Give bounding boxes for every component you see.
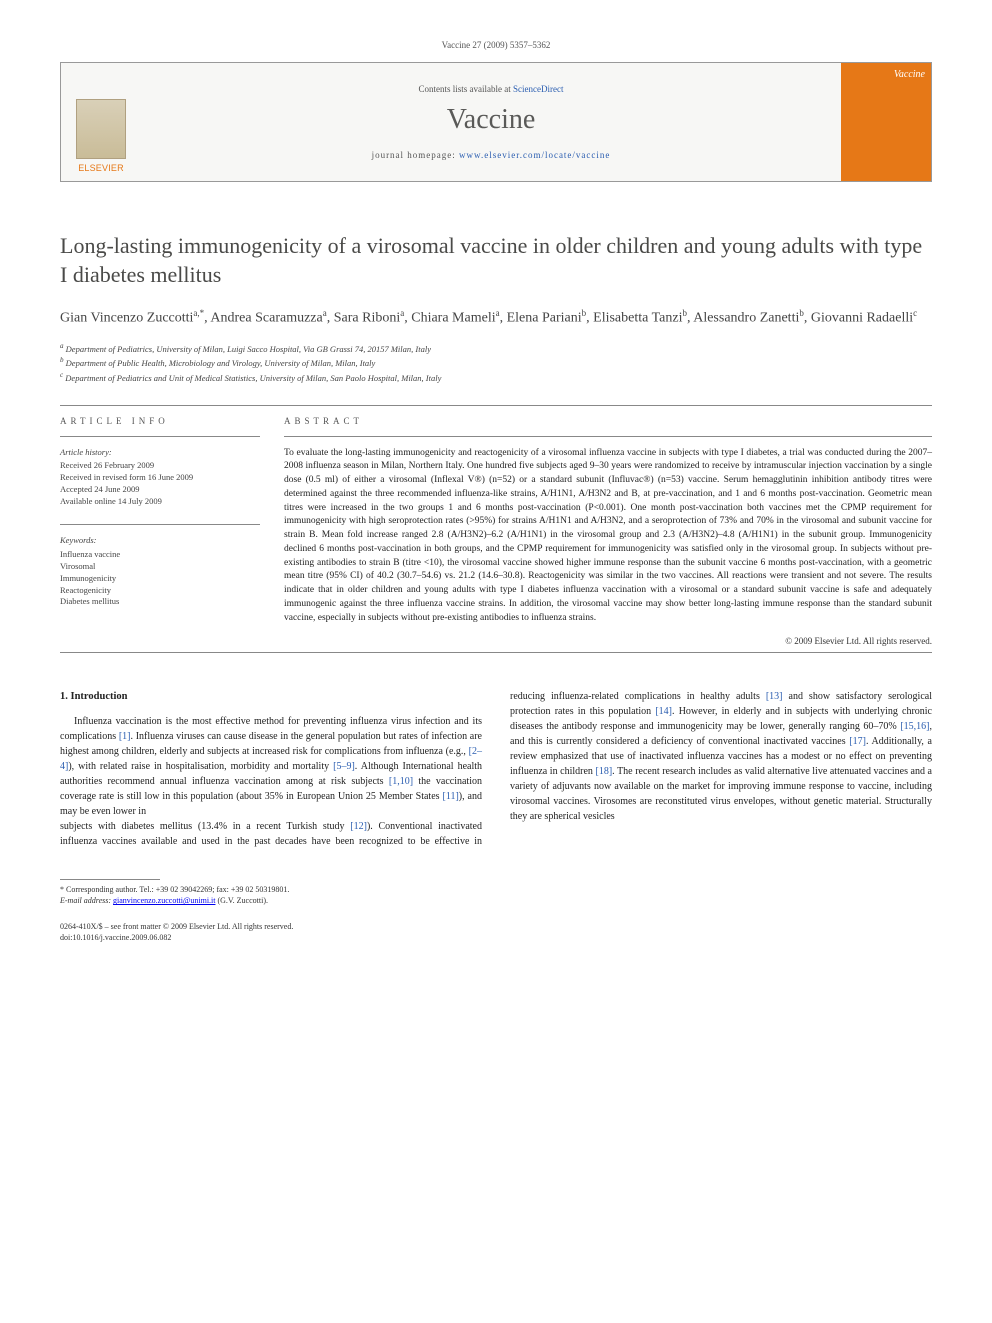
- elsevier-logo-icon: [76, 99, 126, 159]
- banner-center: Contents lists available at ScienceDirec…: [141, 63, 841, 181]
- keyword: Immunogenicity: [60, 573, 260, 585]
- email-link[interactable]: gianvincenzo.zuccotti@unimi.it: [113, 896, 215, 905]
- footnote-rule: [60, 879, 160, 880]
- doi-line: doi:10.1016/j.vaccine.2009.06.082: [60, 932, 932, 943]
- citation-link[interactable]: [14]: [655, 706, 672, 717]
- info-abstract-row: ARTICLE INFO Article history: Received 2…: [60, 416, 932, 646]
- abstract-copyright: © 2009 Elsevier Ltd. All rights reserved…: [284, 636, 932, 646]
- citation-link[interactable]: [11]: [442, 791, 458, 802]
- citation-link[interactable]: [1]: [119, 731, 131, 742]
- body-paragraph-1: Influenza vaccination is the most effect…: [60, 714, 482, 819]
- keyword: Diabetes mellitus: [60, 596, 260, 608]
- info-rule-2: [60, 524, 260, 525]
- history-line: Received 26 February 2009: [60, 460, 260, 472]
- citation-link[interactable]: [13]: [766, 691, 783, 702]
- citation-link[interactable]: [15,16]: [900, 721, 929, 732]
- rule-bottom: [60, 652, 932, 653]
- citation-header: Vaccine 27 (2009) 5357–5362: [60, 40, 932, 50]
- corresponding-author: * Corresponding author. Tel.: +39 02 390…: [60, 884, 470, 895]
- homepage-prefix: journal homepage:: [372, 150, 459, 160]
- abstract-text: To evaluate the long-lasting immunogenic…: [284, 447, 932, 626]
- article-title: Long-lasting immunogenicity of a virosom…: [60, 232, 932, 289]
- keywords-block: Keywords: Influenza vaccineVirosomalImmu…: [60, 535, 260, 608]
- sciencedirect-link[interactable]: ScienceDirect: [513, 84, 563, 94]
- section-heading-introduction: 1. Introduction: [60, 689, 482, 705]
- journal-name: Vaccine: [447, 104, 536, 136]
- affiliations: a Department of Pediatrics, University o…: [60, 341, 932, 385]
- info-rule-1: [60, 436, 260, 437]
- contents-prefix: Contents lists available at: [419, 84, 513, 94]
- footnotes: * Corresponding author. Tel.: +39 02 390…: [60, 879, 470, 906]
- issn-line: 0264-410X/$ – see front matter © 2009 El…: [60, 921, 932, 932]
- article-info-label: ARTICLE INFO: [60, 416, 260, 426]
- history-label: Article history:: [60, 447, 260, 459]
- citation-link[interactable]: [12]: [350, 821, 367, 832]
- abstract-column: ABSTRACT To evaluate the long-lasting im…: [284, 416, 932, 646]
- citation-link[interactable]: [2–4]: [60, 746, 482, 772]
- keyword: Virosomal: [60, 561, 260, 573]
- email-suffix: (G.V. Zuccotti).: [217, 896, 268, 905]
- author-list: Gian Vincenzo Zuccottia,*, Andrea Scaram…: [60, 307, 932, 329]
- citation-link[interactable]: [1,10]: [389, 776, 413, 787]
- abstract-rule: [284, 436, 932, 437]
- history-line: Received in revised form 16 June 2009: [60, 472, 260, 484]
- history-line: Accepted 24 June 2009: [60, 484, 260, 496]
- publisher-block: ELSEVIER: [61, 63, 141, 181]
- keyword: Influenza vaccine: [60, 549, 260, 561]
- journal-cover: Vaccine: [841, 63, 931, 181]
- body-two-column: 1. Introduction Influenza vaccination is…: [60, 689, 932, 850]
- citation-link[interactable]: [18]: [596, 766, 613, 777]
- rule-top: [60, 405, 932, 406]
- history-line: Available online 14 July 2009: [60, 496, 260, 508]
- homepage-line: journal homepage: www.elsevier.com/locat…: [372, 150, 611, 160]
- journal-cover-label: Vaccine: [894, 69, 925, 80]
- citation-link[interactable]: [17]: [849, 736, 866, 747]
- email-line: E-mail address: gianvincenzo.zuccotti@un…: [60, 895, 470, 906]
- article-info-column: ARTICLE INFO Article history: Received 2…: [60, 416, 260, 646]
- footer: 0264-410X/$ – see front matter © 2009 El…: [60, 921, 932, 943]
- contents-line: Contents lists available at ScienceDirec…: [419, 84, 564, 94]
- keywords-label: Keywords:: [60, 535, 260, 547]
- keyword: Reactogenicity: [60, 585, 260, 597]
- email-label: E-mail address:: [60, 896, 111, 905]
- article-history: Article history: Received 26 February 20…: [60, 447, 260, 508]
- journal-banner: ELSEVIER Contents lists available at Sci…: [60, 62, 932, 182]
- publisher-label: ELSEVIER: [78, 163, 124, 173]
- abstract-label: ABSTRACT: [284, 416, 932, 426]
- homepage-link[interactable]: www.elsevier.com/locate/vaccine: [459, 150, 610, 160]
- citation-link[interactable]: [5–9]: [333, 761, 355, 772]
